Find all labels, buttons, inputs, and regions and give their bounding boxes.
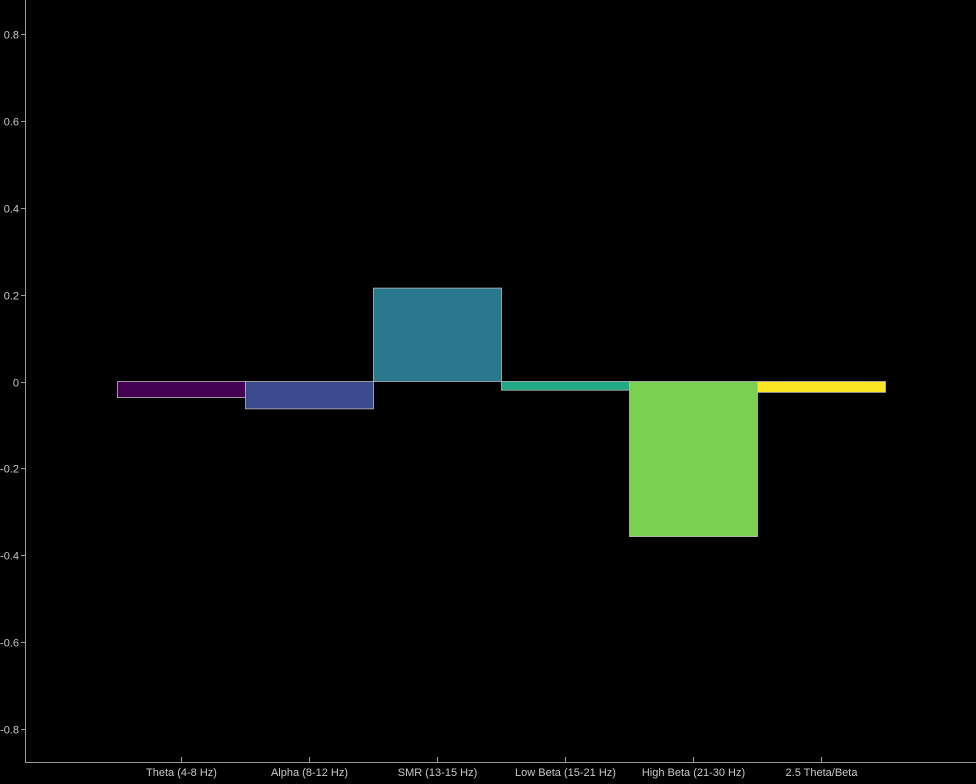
x-tick-label: High Beta (21-30 Hz) bbox=[642, 767, 745, 779]
bar bbox=[245, 381, 374, 410]
y-tick-label: -0.2 bbox=[0, 464, 19, 476]
bar bbox=[757, 381, 886, 393]
x-tick-label: Low Beta (15-21 Hz) bbox=[515, 767, 616, 779]
bar bbox=[629, 381, 758, 537]
x-tick-label: 2.5 Theta/Beta bbox=[786, 767, 859, 779]
bar bbox=[117, 381, 246, 398]
y-tick-label: -0.8 bbox=[0, 725, 19, 737]
x-tick-label: SMR (13-15 Hz) bbox=[398, 767, 477, 779]
bar bbox=[373, 287, 502, 382]
bars-layer bbox=[117, 287, 886, 537]
axes-layer bbox=[25, 0, 976, 763]
x-tick-label: Alpha (8-12 Hz) bbox=[271, 767, 348, 779]
x-tick-label: Theta (4-8 Hz) bbox=[146, 767, 217, 779]
y-tick-label: 0.8 bbox=[4, 30, 19, 42]
y-ticks: 0.8 0.6 0.4 0.2 0 -0.2 -0.4 -0.6 -0.8 bbox=[0, 30, 25, 737]
bar bbox=[501, 381, 630, 391]
y-tick-label: -0.6 bbox=[0, 638, 19, 650]
y-tick-label: -0.4 bbox=[0, 551, 19, 563]
y-tick-label: 0.2 bbox=[4, 291, 19, 303]
x-ticks: Theta (4-8 Hz) Alpha (8-12 Hz) SMR (13-15 … bbox=[146, 757, 858, 779]
y-tick-label: 0 bbox=[13, 378, 19, 390]
y-tick-label: 0.6 bbox=[4, 117, 19, 129]
y-tick-label: 0.4 bbox=[4, 204, 19, 216]
